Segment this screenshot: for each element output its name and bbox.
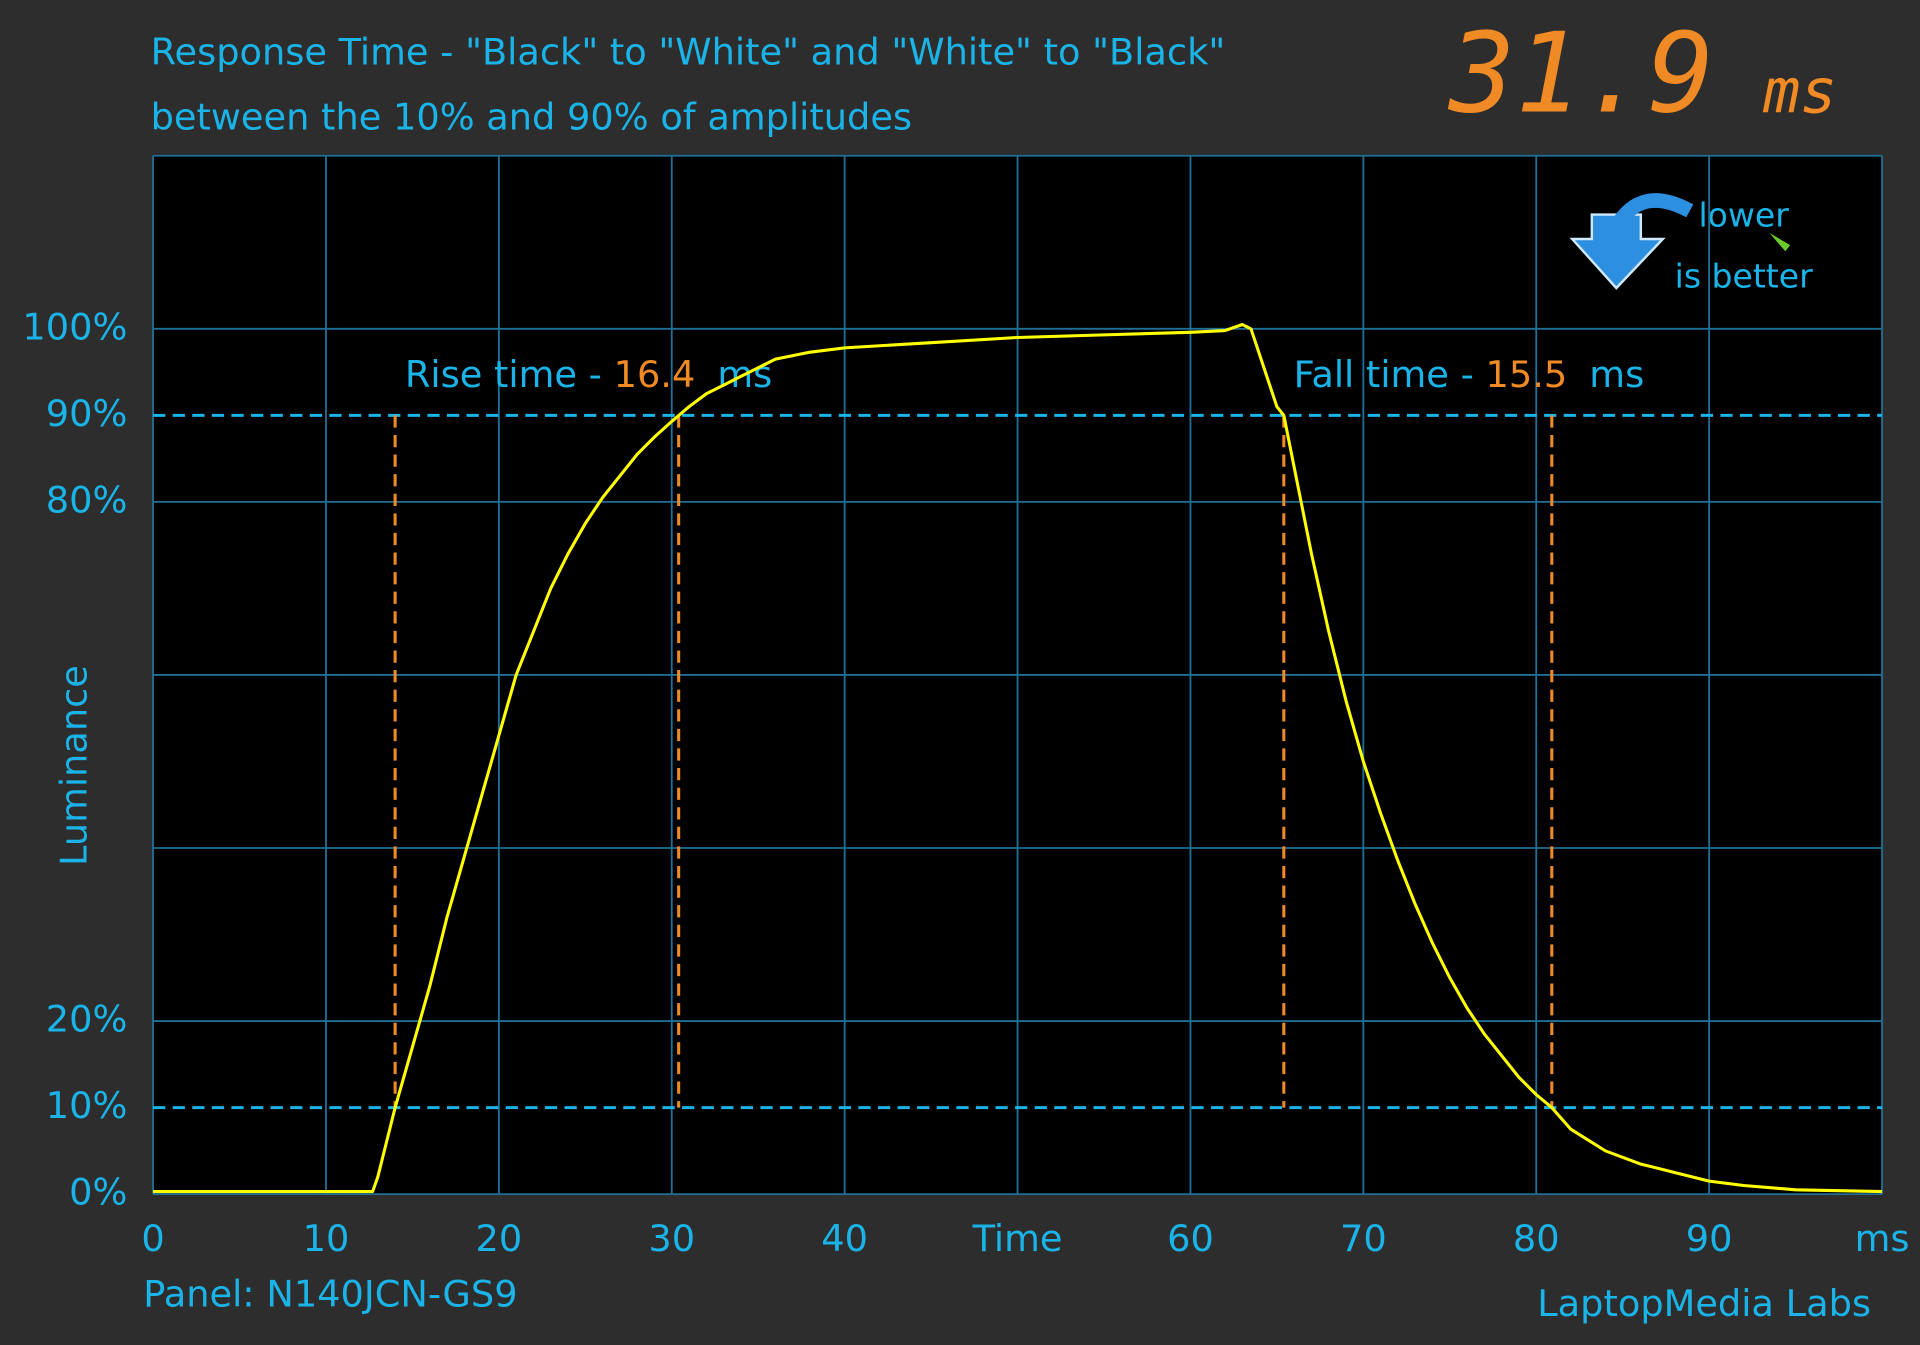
x-tick-label: ms (1855, 1217, 1910, 1260)
annotation-label: Fall time - (1294, 353, 1486, 396)
panel-label: Panel: N140JCN-GS9 (143, 1272, 517, 1315)
annotation: Fall time - 15.5 ms (1294, 353, 1645, 396)
data-line (153, 322, 1883, 1194)
x-tick-label: 40 (821, 1217, 868, 1260)
x-tick-label: 0 (141, 1217, 164, 1260)
y-tick-label: 100% (22, 305, 127, 348)
chart-title: Response Time - "Black" to "White" and "… (151, 31, 1226, 74)
result-value: 31.9 (1448, 9, 1714, 137)
y-tick-label: 80% (46, 478, 128, 521)
x-tick-label: 20 (475, 1217, 522, 1260)
annotation-value: 16.4 (614, 353, 696, 396)
x-tick-label: 60 (1167, 1217, 1214, 1260)
annotation-label: Rise time - (405, 353, 614, 396)
result-unit: ms (1762, 56, 1837, 127)
badge-line2: is better (1675, 257, 1813, 296)
x-tick-label: 30 (648, 1217, 695, 1260)
badge-icon (1569, 193, 1825, 290)
chart-subtitle: between the 10% and 90% of amplitudes (151, 96, 912, 139)
credit: LaptopMedia Labs (1537, 1282, 1871, 1325)
x-tick-label: 80 (1513, 1217, 1560, 1260)
x-tick-label: 90 (1686, 1217, 1733, 1260)
x-tick-label: Time (972, 1217, 1063, 1260)
annotation: Rise time - 16.4 ms (405, 353, 772, 396)
y-tick-label: 20% (46, 998, 128, 1041)
y-tick-label: 90% (46, 392, 128, 435)
y-tick-label: 0% (69, 1171, 127, 1214)
annotation-unit: ms (1589, 353, 1644, 396)
x-tick-label: 70 (1340, 1217, 1387, 1260)
x-tick-label: 10 (303, 1217, 350, 1260)
y-axis-title: Luminance (52, 665, 95, 866)
y-tick-label: 10% (46, 1084, 128, 1127)
badge-line1: lower (1698, 195, 1789, 234)
annotation-value: 15.5 (1486, 353, 1568, 396)
